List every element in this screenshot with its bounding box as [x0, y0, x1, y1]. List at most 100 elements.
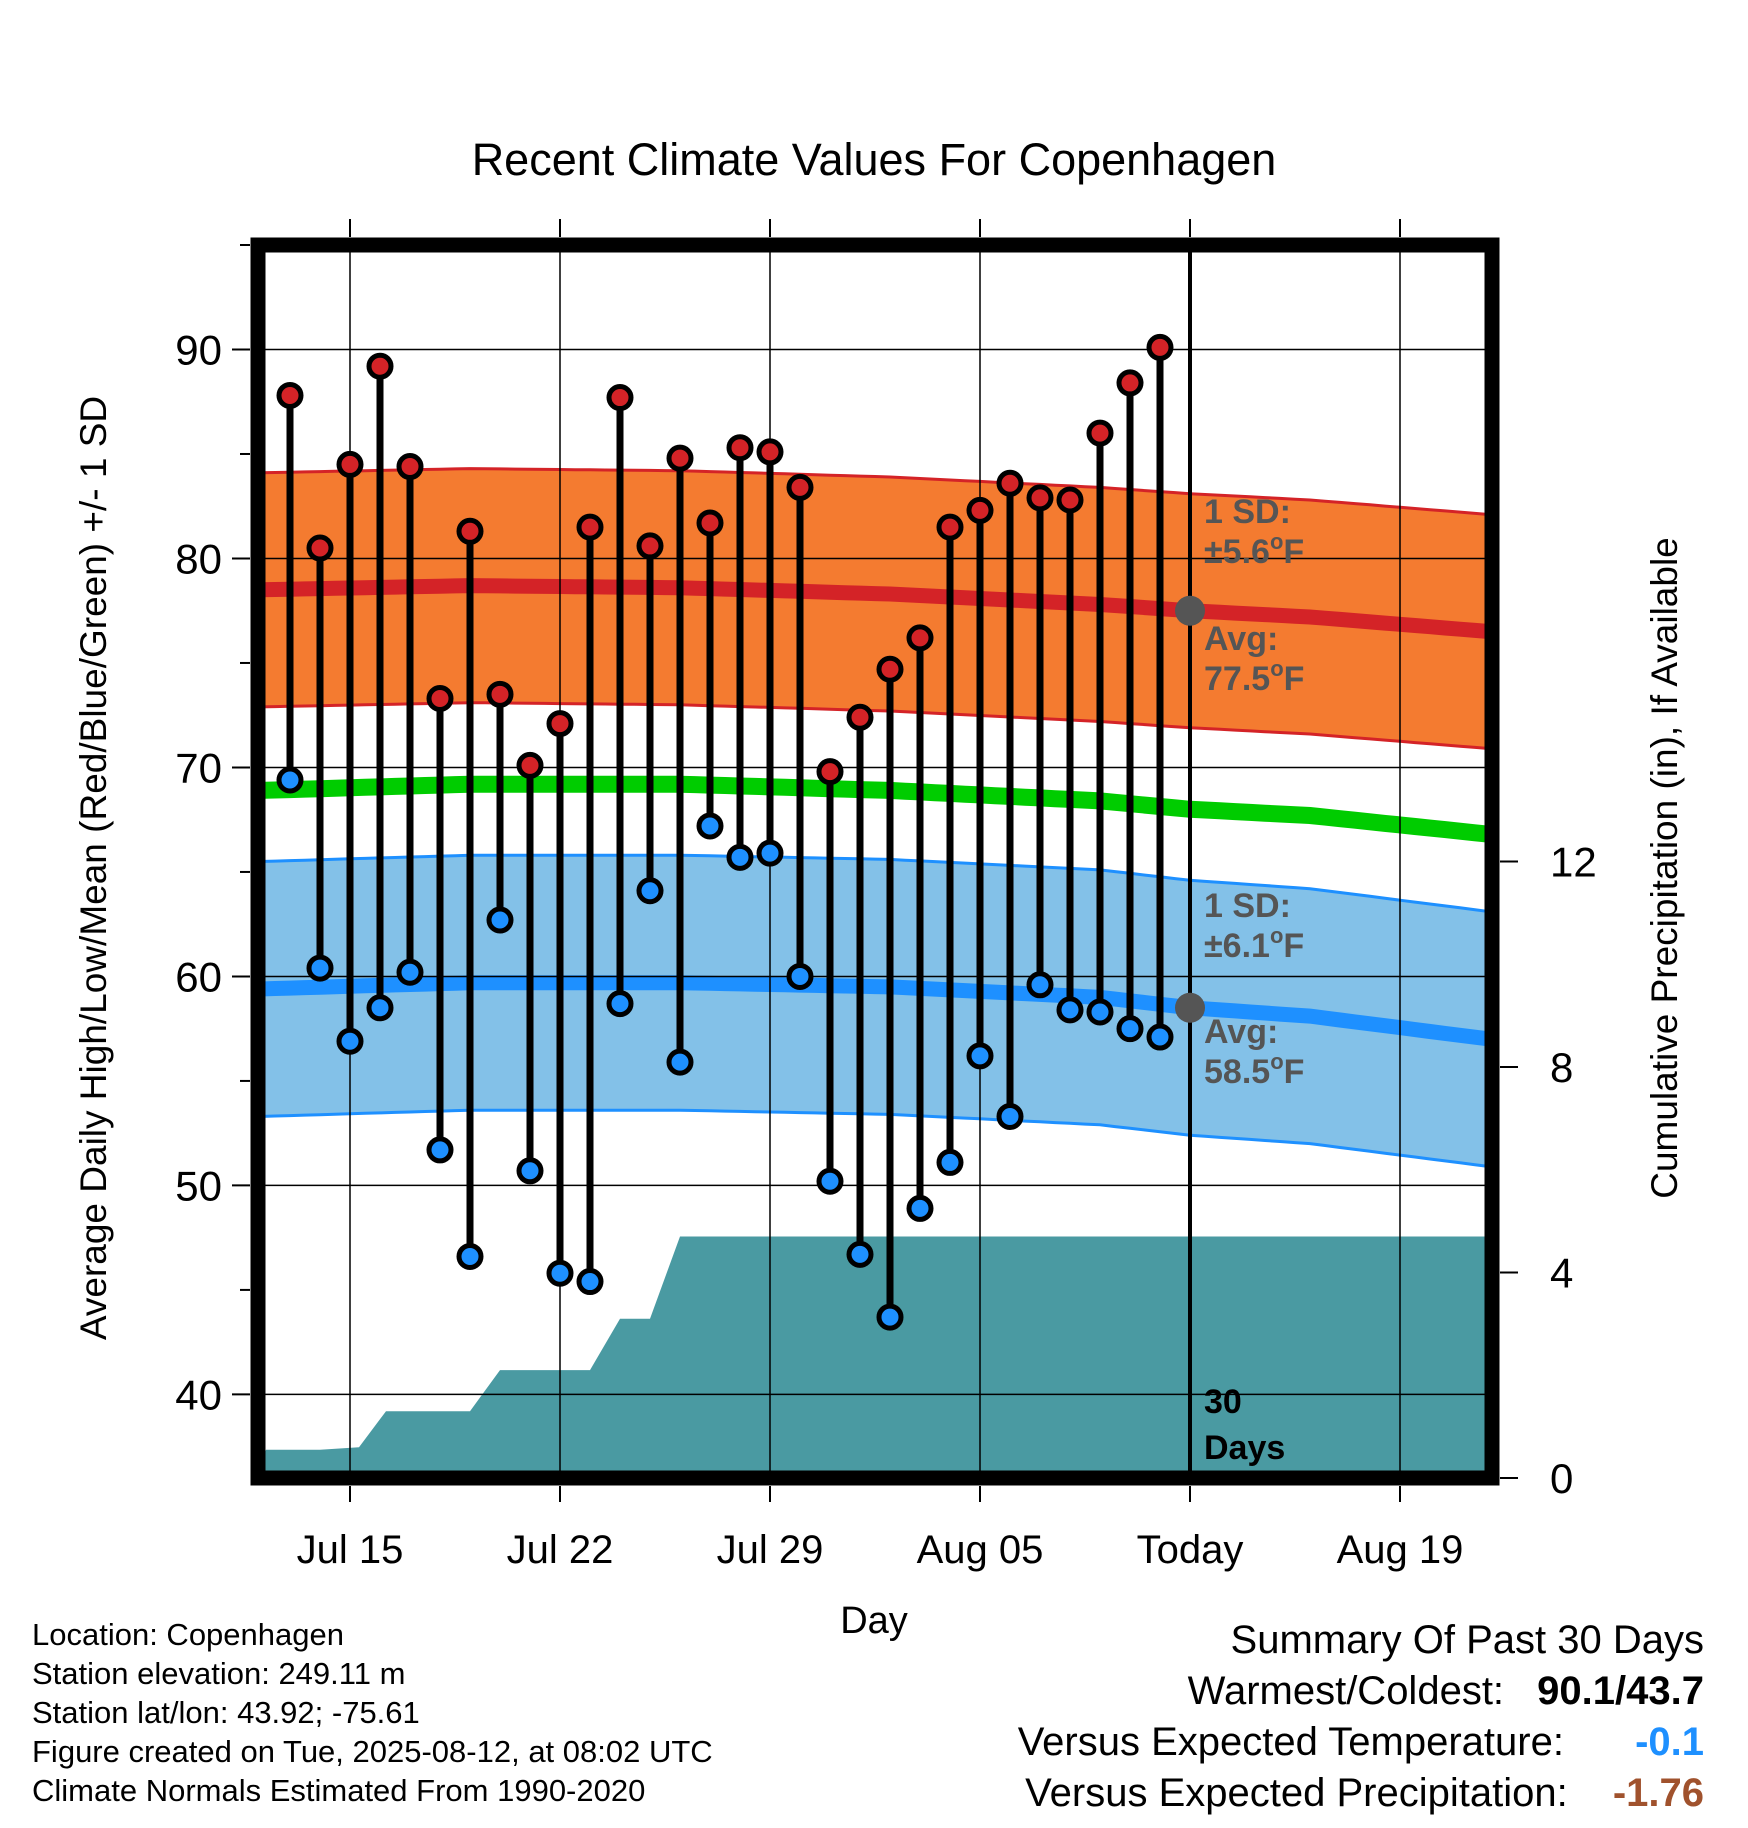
high-avg-label: Avg:: [1204, 620, 1278, 658]
daily-high-point: [336, 450, 364, 478]
daily-low-point: [1146, 1023, 1174, 1051]
y-tick-label-left: 50: [175, 1162, 222, 1209]
daily-low-point: [996, 1102, 1024, 1130]
daily-high-point: [756, 438, 784, 466]
daily-low-point: [306, 954, 334, 982]
daily-low-point: [846, 1240, 874, 1268]
station-info: Location: Copenhagen Station elevation: …: [32, 1615, 713, 1810]
daily-high-point: [606, 384, 634, 412]
high-sd-value: ±5.6oF: [1204, 529, 1304, 571]
daily-low-point: [336, 1027, 364, 1055]
low-sd-band-lower-edge: [259, 1108, 1491, 1169]
daily-high-point: [546, 710, 574, 738]
temp-label: Versus Expected Temperature:: [1017, 1720, 1564, 1764]
today-normal-high-marker: [1175, 595, 1205, 626]
elevation-text: Station elevation: 249.11 m: [32, 1656, 406, 1691]
precip-area: [258, 1236, 1490, 1478]
daily-low-point: [456, 1242, 484, 1270]
daily-high-point: [486, 680, 514, 708]
x-tick-label: Today: [1137, 1528, 1244, 1572]
precip-days-label-line1: 30: [1204, 1383, 1242, 1421]
daily-low-point: [636, 877, 664, 905]
daily-high-point: [726, 434, 754, 462]
daily-high-point: [636, 532, 664, 560]
y-tick-label-left: 90: [175, 326, 222, 373]
x-axis-label: Day: [840, 1600, 908, 1642]
daily-low-point: [1116, 1015, 1144, 1043]
daily-high-point: [1086, 419, 1114, 447]
daily-high-point: [306, 534, 334, 562]
daily-low-point: [936, 1148, 964, 1176]
y-tick-label-right: 8: [1550, 1044, 1573, 1091]
daily-high-point: [456, 517, 484, 545]
daily-low-point: [1056, 996, 1084, 1024]
daily-low-point: [966, 1042, 994, 1070]
y-axis-label-left: Average Daily High/Low/Mean (Red/Blue/Gr…: [73, 396, 114, 1340]
x-tick-label: Aug 19: [1337, 1528, 1464, 1572]
temp-value: -0.1: [1635, 1720, 1704, 1764]
daily-low-point: [516, 1157, 544, 1185]
precip-row: Versus Expected Precipitation: -1.76: [1018, 1768, 1704, 1819]
daily-high-point: [906, 624, 934, 652]
daily-low-point: [486, 906, 514, 934]
daily-low-point: [396, 958, 424, 986]
daily-low-point: [876, 1303, 904, 1331]
normal-high-line: [259, 578, 1491, 640]
summary-title: Summary Of Past 30 Days: [1230, 1618, 1704, 1662]
daily-low-point: [786, 962, 814, 990]
low-avg-label: Avg:: [1204, 1013, 1278, 1051]
warmest-label: Warmest/Coldest:: [1187, 1669, 1505, 1713]
daily-low-point: [546, 1259, 574, 1287]
daily-high-point: [1056, 486, 1084, 514]
daily-low-point: [1026, 971, 1054, 999]
daily-high-point: [366, 352, 394, 380]
daily-low-point: [606, 990, 634, 1018]
warmest-row: Warmest/Coldest: 90.1/43.7: [1018, 1666, 1704, 1717]
daily-low-point: [576, 1268, 604, 1296]
y-tick-label-right: 0: [1550, 1455, 1573, 1502]
daily-high-point: [966, 496, 994, 524]
x-tick-label: Jul 22: [507, 1528, 614, 1572]
daily-high-point: [516, 751, 544, 779]
chart-title: Recent Climate Values For Copenhagen: [472, 134, 1277, 185]
plot-frame: [250, 237, 1500, 1486]
y-axis-label-right: Cumulative Precipitation (in), If Availa…: [1644, 537, 1685, 1199]
summary-panel: Summary Of Past 30 Days Warmest/Coldest:…: [1018, 1615, 1704, 1819]
high-sd-label: 1 SD:: [1204, 493, 1291, 531]
high-sd-band-lower-edge: [259, 701, 1491, 751]
y-tick-label-left: 40: [175, 1371, 222, 1418]
daily-high-point: [426, 684, 454, 712]
low-avg-value: 58.5oF: [1204, 1049, 1304, 1091]
normal-low-line: [259, 975, 1491, 1047]
x-tick-label: Aug 05: [917, 1528, 1044, 1572]
low-sd-band-upper-edge: [259, 853, 1491, 914]
low-sd-value: ±6.1oF: [1204, 923, 1304, 965]
normal-mean-line: [259, 775, 1491, 843]
high-sd-band-upper-edge: [259, 467, 1491, 517]
high-avg-value: 77.5oF: [1204, 656, 1304, 698]
y-tick-label-left: 80: [175, 535, 222, 582]
daily-high-point: [696, 509, 724, 537]
x-tick-label: Jul 15: [297, 1528, 404, 1572]
location-text: Location: Copenhagen: [32, 1617, 344, 1652]
daily-low-point: [366, 994, 394, 1022]
daily-low-point: [666, 1048, 694, 1076]
daily-low-point: [906, 1194, 934, 1222]
daily-high-point: [576, 513, 604, 541]
daily-high-point: [666, 444, 694, 472]
y-tick-label-left: 60: [175, 953, 222, 1000]
daily-high-point: [1146, 333, 1174, 361]
y-tick-label-left: 70: [175, 744, 222, 791]
today-normal-low-marker: [1175, 992, 1205, 1023]
daily-high-point: [936, 513, 964, 541]
x-tick-label: Jul 29: [717, 1528, 824, 1572]
high-sd-band: [260, 468, 1490, 749]
daily-high-point: [1116, 369, 1144, 397]
low-sd-band: [260, 855, 1490, 1167]
daily-high-point: [996, 469, 1024, 497]
precip-value: -1.76: [1612, 1771, 1704, 1815]
daily-high-point: [876, 655, 904, 683]
daily-high-point: [846, 703, 874, 731]
